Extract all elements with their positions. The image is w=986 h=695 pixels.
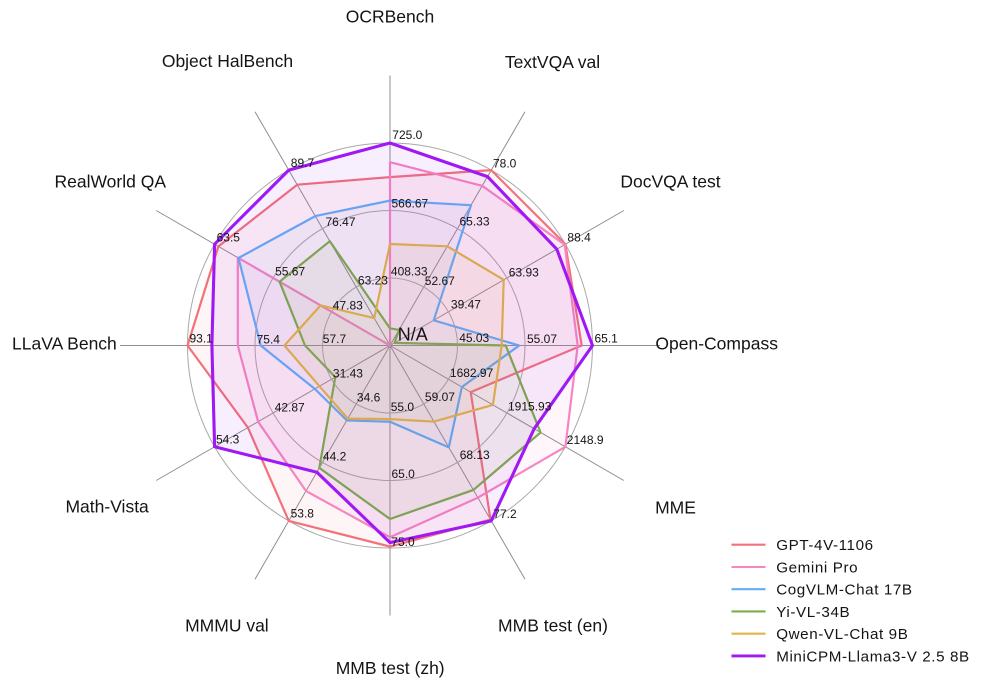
svg-text:2148.9: 2148.9 <box>567 433 604 447</box>
svg-text:53.8: 53.8 <box>291 507 315 521</box>
svg-text:65.33: 65.33 <box>460 214 490 228</box>
svg-text:42.87: 42.87 <box>275 401 305 415</box>
svg-text:Open-Compass: Open-Compass <box>655 334 778 354</box>
svg-text:75.0: 75.0 <box>391 535 415 549</box>
svg-text:MMB test (en): MMB test (en) <box>498 616 608 636</box>
svg-text:75.4: 75.4 <box>257 332 281 346</box>
svg-text:63.93: 63.93 <box>509 266 539 280</box>
svg-text:GPT-4V-1106: GPT-4V-1106 <box>776 537 874 554</box>
svg-text:78.0: 78.0 <box>493 157 517 171</box>
svg-text:54.3: 54.3 <box>216 432 240 446</box>
svg-text:Qwen-VL-Chat 9B: Qwen-VL-Chat 9B <box>776 626 908 643</box>
svg-text:408.33: 408.33 <box>391 265 428 279</box>
svg-text:N/A: N/A <box>398 324 428 344</box>
svg-text:47.83: 47.83 <box>333 299 363 313</box>
svg-text:725.0: 725.0 <box>392 128 422 142</box>
svg-text:MMB test (zh): MMB test (zh) <box>336 658 445 678</box>
svg-text:MME: MME <box>655 497 696 517</box>
svg-text:88.4: 88.4 <box>567 230 591 244</box>
svg-text:MMMU val: MMMU val <box>185 616 269 636</box>
svg-text:59.07: 59.07 <box>425 390 455 404</box>
svg-text:LLaVA Bench: LLaVA Bench <box>12 334 117 354</box>
svg-text:1915.93: 1915.93 <box>508 400 552 414</box>
svg-text:45.03: 45.03 <box>459 331 489 345</box>
svg-text:77.2: 77.2 <box>493 507 517 521</box>
svg-text:31.43: 31.43 <box>333 367 363 381</box>
svg-text:57.7: 57.7 <box>323 332 347 346</box>
svg-text:93.1: 93.1 <box>190 332 214 346</box>
svg-text:63.23: 63.23 <box>358 273 388 287</box>
svg-text:Yi-VL-34B: Yi-VL-34B <box>776 604 850 621</box>
svg-text:76.47: 76.47 <box>326 215 356 229</box>
svg-text:65.0: 65.0 <box>392 467 416 481</box>
svg-text:1682.97: 1682.97 <box>450 366 494 380</box>
svg-text:DocVQA test: DocVQA test <box>620 172 720 192</box>
svg-text:55.07: 55.07 <box>527 332 557 346</box>
svg-text:MiniCPM-Llama3-V 2.5 8B: MiniCPM-Llama3-V 2.5 8B <box>776 648 970 665</box>
svg-text:TextVQA val: TextVQA val <box>505 52 600 72</box>
svg-text:68.13: 68.13 <box>460 448 490 462</box>
svg-text:63.5: 63.5 <box>217 230 241 244</box>
svg-text:65.1: 65.1 <box>595 332 619 346</box>
svg-text:Math-Vista: Math-Vista <box>65 497 149 517</box>
svg-text:CogVLM-Chat 17B: CogVLM-Chat 17B <box>776 582 912 599</box>
svg-text:55.0: 55.0 <box>391 400 415 414</box>
svg-text:Object HalBench: Object HalBench <box>162 51 293 71</box>
svg-text:52.67: 52.67 <box>425 274 455 288</box>
svg-text:566.67: 566.67 <box>392 197 429 211</box>
svg-text:RealWorld QA: RealWorld QA <box>54 172 166 192</box>
svg-text:OCRBench: OCRBench <box>346 6 435 26</box>
svg-text:34.6: 34.6 <box>357 391 381 405</box>
svg-text:55.67: 55.67 <box>275 265 305 279</box>
svg-text:39.47: 39.47 <box>451 297 481 311</box>
svg-text:44.2: 44.2 <box>323 449 347 463</box>
svg-text:Gemini Pro: Gemini Pro <box>776 559 858 576</box>
svg-text:89.7: 89.7 <box>291 156 315 170</box>
